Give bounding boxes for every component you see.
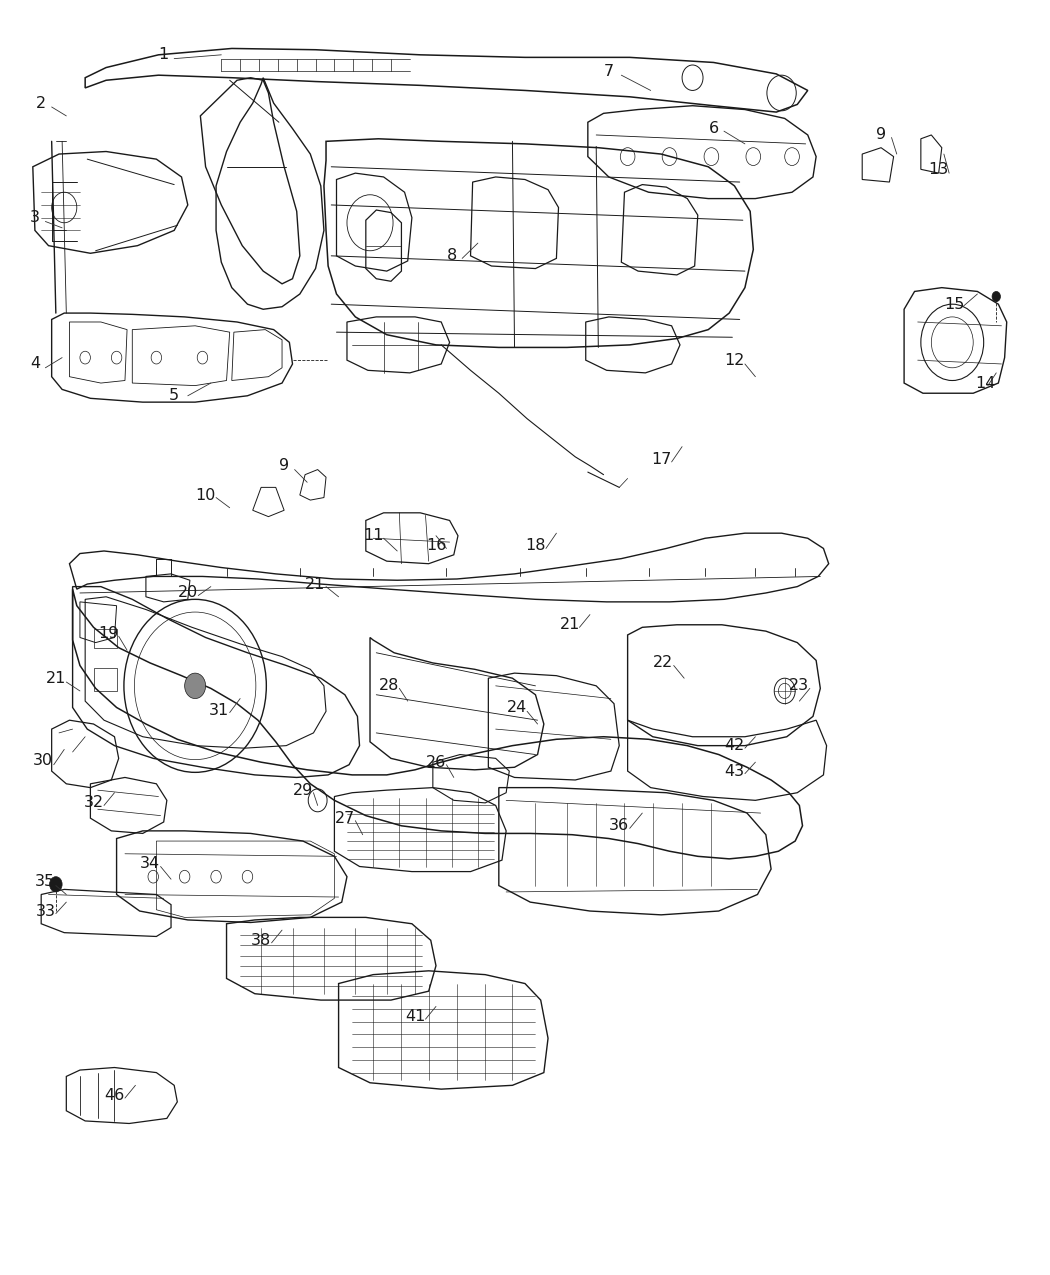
Text: 27: 27 — [335, 811, 355, 826]
Text: 24: 24 — [506, 700, 527, 715]
Text: 21: 21 — [560, 617, 581, 632]
Circle shape — [185, 673, 206, 699]
Text: 29: 29 — [293, 783, 313, 798]
Text: 36: 36 — [609, 819, 629, 834]
Text: 3: 3 — [29, 210, 40, 226]
Text: 19: 19 — [98, 626, 119, 641]
Text: 46: 46 — [104, 1088, 125, 1103]
Text: 2: 2 — [36, 96, 46, 111]
Text: 15: 15 — [944, 297, 965, 311]
Text: 23: 23 — [790, 678, 810, 694]
Text: 35: 35 — [36, 875, 56, 889]
Text: 13: 13 — [928, 162, 949, 177]
Text: 34: 34 — [140, 857, 161, 871]
Text: 32: 32 — [84, 796, 104, 811]
Circle shape — [49, 877, 62, 892]
Text: 21: 21 — [45, 671, 66, 686]
Text: 10: 10 — [195, 487, 216, 502]
Text: 14: 14 — [975, 376, 996, 390]
Text: 18: 18 — [525, 538, 546, 553]
Text: 20: 20 — [177, 585, 197, 601]
Text: 12: 12 — [724, 353, 744, 367]
Text: 33: 33 — [36, 904, 56, 918]
Text: 7: 7 — [604, 64, 614, 79]
Text: 6: 6 — [709, 121, 718, 136]
Text: 26: 26 — [426, 755, 446, 770]
Text: 8: 8 — [446, 249, 457, 264]
Text: 43: 43 — [724, 764, 744, 779]
Text: 9: 9 — [876, 128, 886, 143]
Text: 4: 4 — [29, 357, 40, 371]
Text: 21: 21 — [306, 576, 326, 592]
Text: 11: 11 — [363, 528, 383, 543]
Text: 16: 16 — [426, 538, 446, 553]
Text: 9: 9 — [279, 458, 289, 473]
Text: 1: 1 — [159, 47, 169, 62]
Text: 41: 41 — [405, 1009, 425, 1024]
Text: 22: 22 — [653, 655, 673, 671]
Text: 30: 30 — [34, 754, 54, 769]
Text: 38: 38 — [251, 933, 271, 947]
Text: 17: 17 — [651, 451, 671, 467]
Text: 31: 31 — [209, 703, 229, 718]
Text: 28: 28 — [379, 678, 399, 694]
Text: 42: 42 — [724, 738, 744, 754]
Text: 5: 5 — [169, 389, 180, 403]
Circle shape — [992, 292, 1001, 302]
